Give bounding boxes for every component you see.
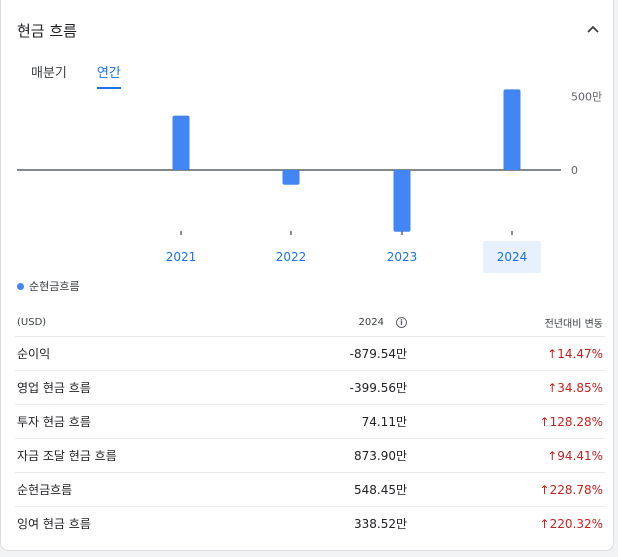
- table-header: (USD) 2024 i 전년대비 변동: [15, 308, 605, 337]
- table-row: 순이익 -879.54만 ↑14.47%: [15, 337, 605, 371]
- x-tick-label: 2024: [497, 250, 528, 264]
- row-value: -399.56만: [349, 381, 407, 395]
- row-change: ↑228.78%: [539, 482, 603, 497]
- row-value: -879.54만: [349, 347, 407, 361]
- change-header: 전년대비 변동: [544, 318, 603, 330]
- chart-legend: 순현금흐름: [17, 278, 80, 294]
- row-value: 548.45만: [353, 483, 407, 497]
- row-label: 투자 현금 흐름: [17, 415, 91, 429]
- row-label: 영업 현금 흐름: [17, 381, 91, 395]
- row-change: ↑220.32%: [539, 516, 603, 531]
- selected-year-highlight: [483, 241, 541, 273]
- row-value: 338.52만: [353, 517, 407, 531]
- y-tick-label: 500만: [571, 91, 602, 104]
- legend-label: 순현금흐름: [29, 280, 80, 293]
- year-header: 2024: [358, 316, 384, 328]
- section-title: 현금 흐름: [17, 22, 77, 40]
- table-row: 투자 현금 흐름 74.11만 ↑128.28%: [15, 405, 605, 439]
- table-row: 잉여 현금 흐름 338.52만 ↑220.32%: [15, 507, 605, 540]
- cash-flow-chart: 500만 0 2021 2022 2023 2024: [17, 89, 602, 273]
- cash-flow-table: (USD) 2024 i 전년대비 변동 순이익 -879.54만 ↑14.47% 영…: [15, 308, 605, 540]
- bar-2023: [393, 170, 411, 232]
- row-label: 잉여 현금 흐름: [17, 517, 91, 531]
- row-label: 순현금흐름: [17, 483, 73, 497]
- bar-2021: [172, 115, 190, 170]
- y-tick-label: 0: [571, 164, 578, 177]
- period-tabs: 매분기 연간: [31, 62, 121, 89]
- row-label: 자금 조달 현금 흐름: [17, 449, 117, 463]
- x-tick-label: 2023: [387, 250, 418, 264]
- row-value: 873.90만: [353, 449, 407, 463]
- row-change: ↑14.47%: [547, 346, 603, 361]
- legend-swatch: [17, 282, 24, 290]
- row-label: 순이익: [17, 347, 51, 361]
- table-row: 순현금흐름 548.45만 ↑228.78%: [15, 473, 605, 507]
- info-icon[interactable]: i: [396, 316, 407, 328]
- row-change: ↑128.28%: [539, 414, 603, 429]
- chevron-up-icon: [587, 25, 599, 33]
- row-value: 74.11만: [361, 415, 407, 429]
- collapse-button[interactable]: [581, 18, 605, 42]
- row-change: ↑94.41%: [547, 448, 603, 463]
- bar-2024: [503, 89, 521, 170]
- tab-annual[interactable]: 연간: [96, 62, 121, 89]
- table-row: 영업 현금 흐름 -399.56만 ↑34.85%: [15, 371, 605, 405]
- tab-quarterly[interactable]: 매분기: [31, 66, 67, 81]
- bar-2022: [282, 170, 300, 185]
- x-tick-label: 2022: [276, 250, 307, 264]
- x-tick-label: 2021: [166, 250, 197, 264]
- table-row: 자금 조달 현금 흐름 873.90만 ↑94.41%: [15, 439, 605, 473]
- row-change: ↑34.85%: [547, 380, 603, 395]
- unit-header: (USD): [17, 316, 47, 328]
